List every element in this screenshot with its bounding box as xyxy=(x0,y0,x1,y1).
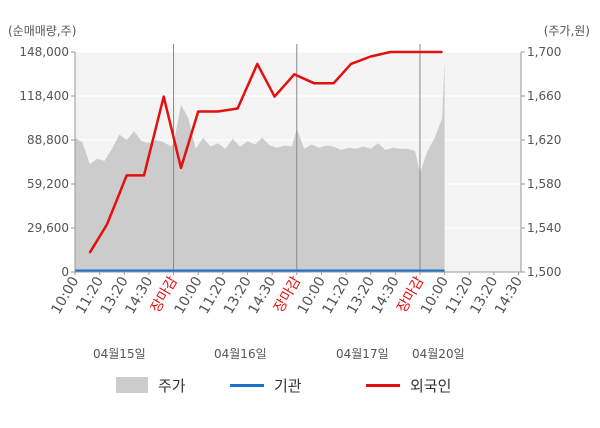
left-tick-label-1: 29,600 xyxy=(27,221,69,235)
foreigner-point-16 xyxy=(369,55,372,58)
left-tick-label-0: 0 xyxy=(61,265,69,279)
foreigner-point-6 xyxy=(180,167,182,169)
foreigner-point-4 xyxy=(143,174,145,177)
left-tick-label-4: 118,400 xyxy=(19,89,69,103)
right-tick-label-3: 1,620 xyxy=(527,133,561,147)
legend-swatch-institution xyxy=(230,383,264,387)
date-label-1: 04월15일 xyxy=(93,347,146,361)
foreigner-point-13 xyxy=(313,82,315,85)
legend-swatch-foreigner xyxy=(366,383,400,387)
legend-label-institution: 기관 xyxy=(274,376,302,395)
legend-swatch-price xyxy=(116,377,148,393)
date-label-2: 04월16일 xyxy=(214,347,267,361)
date-label-3: 04월17일 xyxy=(336,347,389,361)
foreigner-point-7 xyxy=(197,110,200,113)
legend-label-price: 주가 xyxy=(158,376,186,395)
right-tick-label-0: 1,500 xyxy=(527,265,561,279)
right-axis-unit-label: (주가,원) xyxy=(543,24,590,38)
right-tick-label-4: 1,660 xyxy=(527,89,561,103)
foreigner-point-14 xyxy=(332,82,335,85)
foreigner-point-11 xyxy=(273,95,276,98)
foreigner-point-9 xyxy=(236,107,239,110)
right-tick-label-1: 1,540 xyxy=(527,221,561,235)
legend-label-foreigner: 외국인 xyxy=(410,376,452,395)
foreigner-point-20 xyxy=(441,51,443,53)
foreigner-point-15 xyxy=(350,63,352,65)
foreigner-point-1 xyxy=(88,251,91,254)
date-label-4: 04월20일 xyxy=(412,347,465,361)
foreigner-line xyxy=(88,50,443,254)
legend-item-institution: 기관 xyxy=(230,374,302,396)
foreigner-point-3 xyxy=(125,174,128,177)
foreigner-point-8 xyxy=(217,110,219,113)
foreigner-point-2 xyxy=(106,223,108,226)
legend: 주가 기관 외국인 xyxy=(0,374,600,396)
right-tick-label-2: 1,580 xyxy=(527,177,561,191)
foreigner-point-10 xyxy=(256,63,259,65)
left-tick-label-3: 88,800 xyxy=(27,133,69,147)
legend-item-price: 주가 xyxy=(116,374,186,396)
foreigner-point-19 xyxy=(426,51,429,53)
foreigner-point-12 xyxy=(293,73,296,76)
left-tick-label-2: 59,200 xyxy=(27,177,69,191)
legend-item-foreigner: 외국인 xyxy=(366,374,451,396)
foreigner-point-17 xyxy=(389,51,392,53)
right-tick-label-5: 1,700 xyxy=(527,45,561,59)
foreigner-point-5 xyxy=(162,95,165,98)
price-area xyxy=(75,60,445,272)
left-axis-unit-label: (순매매량,주) xyxy=(8,24,77,38)
left-tick-label-5: 148,000 xyxy=(19,45,69,59)
foreigner-point-18 xyxy=(406,51,409,53)
